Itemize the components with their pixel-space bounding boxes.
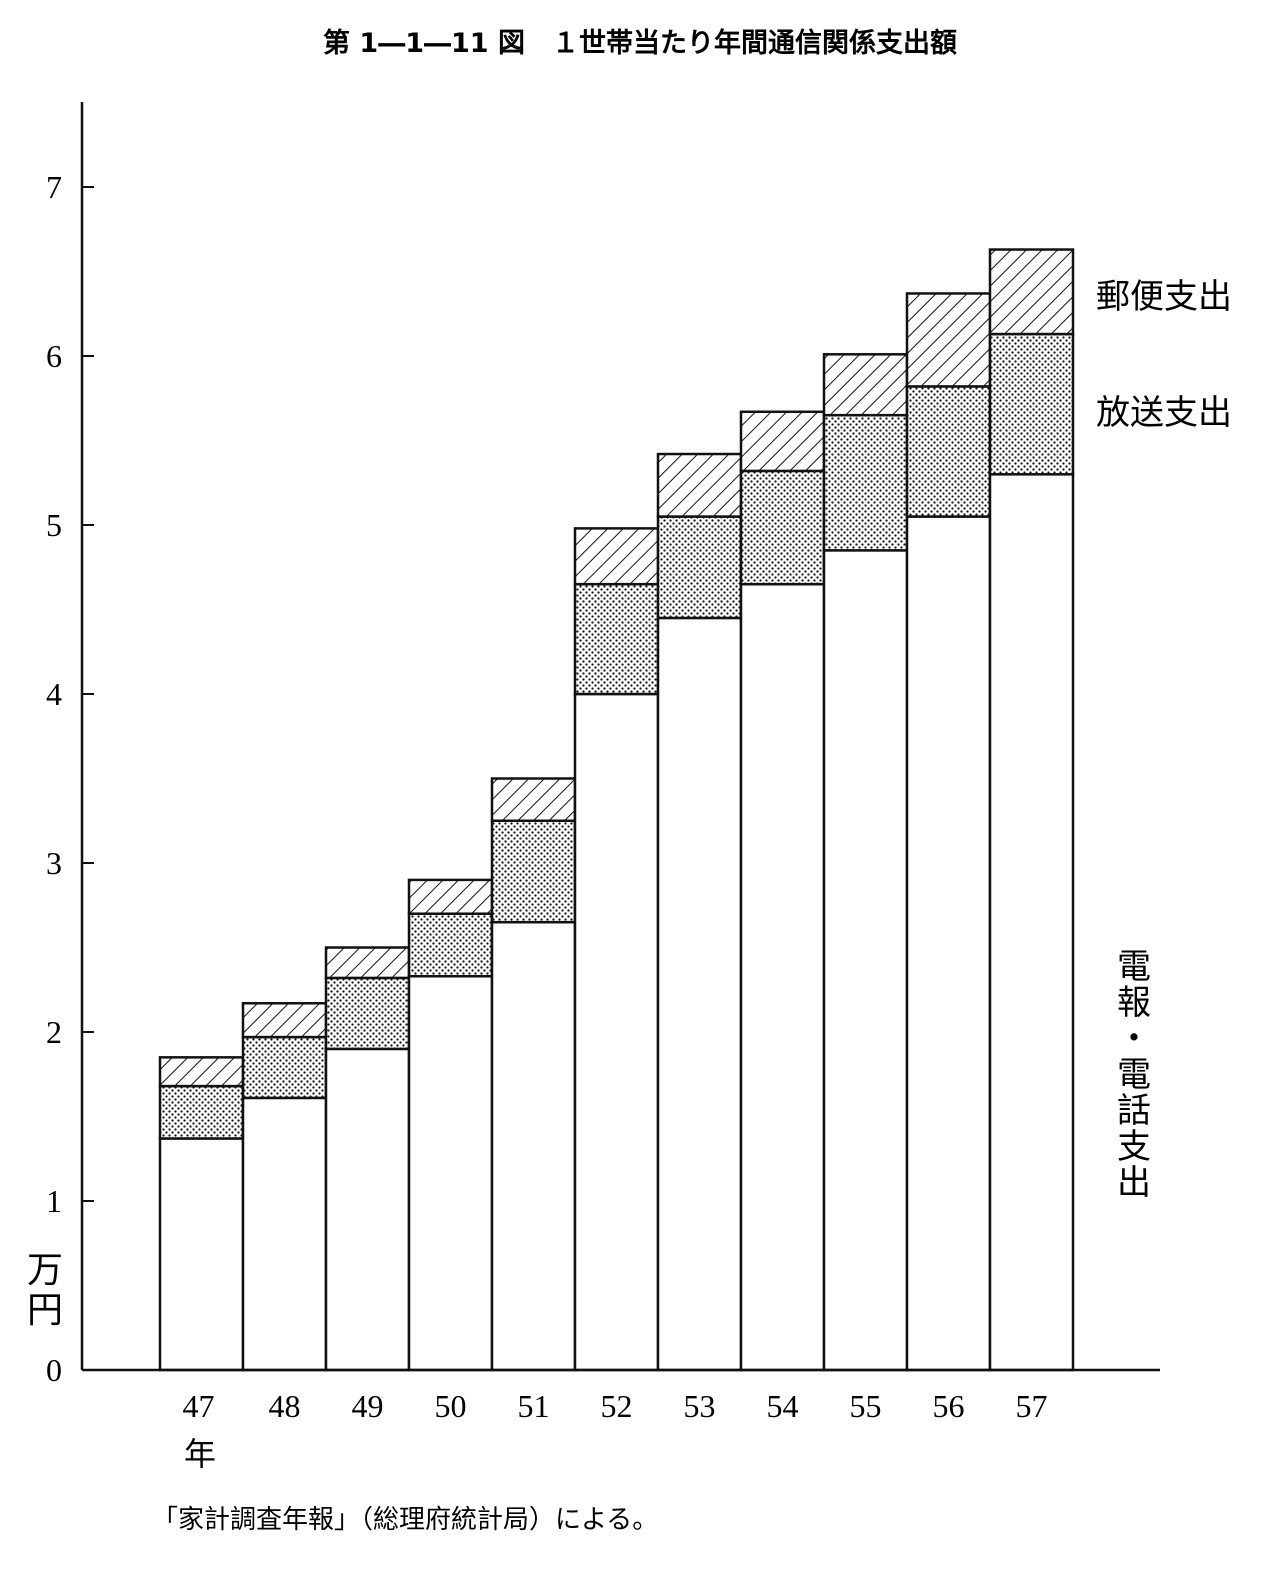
y-unit-label: 万 円 (27, 1250, 63, 1331)
y-tick-label: 0 (46, 1352, 62, 1388)
bar-segment-telecom (573, 692, 660, 1372)
bar-segment-broadcast (158, 1084, 245, 1140)
legend-postal: 郵便支出 (1096, 277, 1232, 317)
y-unit-char: 円 (27, 1290, 63, 1331)
y-tick-label: 1 (46, 1183, 62, 1219)
bar-segment-telecom (158, 1137, 245, 1372)
y-tick-label: 5 (46, 507, 62, 543)
bar-segment-telecom (988, 473, 1075, 1372)
bar-segment-postal (407, 878, 494, 915)
bar-segment-broadcast (573, 582, 660, 696)
legend-telecom-char: 支 (1117, 1127, 1151, 1167)
bar-segment-postal (324, 946, 411, 980)
x-tick-label: 55 (850, 1388, 882, 1424)
bar-stack (490, 777, 577, 1372)
bar-segment-postal (988, 248, 1075, 336)
y-tick-label: 3 (46, 845, 62, 881)
bar-segment-postal (158, 1056, 245, 1088)
bar-segment-postal (905, 292, 992, 388)
legend-telecom-char: 話 (1117, 1091, 1151, 1131)
y-tick-label: 2 (46, 1014, 62, 1050)
bar-segment-postal (656, 452, 743, 518)
bar-stack (241, 1002, 328, 1372)
y-tick-label: 6 (46, 338, 62, 374)
bar-segment-postal (739, 410, 826, 473)
x-tick-label: 57 (1016, 1388, 1048, 1424)
bars (158, 248, 1075, 1372)
x-tick-label: 47 (183, 1388, 215, 1424)
bar-segment-telecom (656, 616, 743, 1372)
x-tick-label: 48 (269, 1388, 301, 1424)
x-tick-label: 54 (767, 1388, 799, 1424)
x-tick-label: 50 (435, 1388, 467, 1424)
x-tick-label: 49 (352, 1388, 384, 1424)
x-tick-label: 53 (684, 1388, 716, 1424)
y-axis: 0 1 2 3 4 5 6 7 (46, 102, 94, 1388)
x-axis: 47 48 49 50 51 52 53 54 55 56 57 (82, 1368, 1160, 1424)
bar-segment-broadcast (490, 819, 577, 924)
x-tick-label: 52 (601, 1388, 633, 1424)
chart-title: 第 1―1―11 図 １世帯当たり年間通信関係支出額 (323, 27, 957, 59)
bar-segment-telecom (739, 582, 826, 1372)
y-unit-char: 万 (27, 1250, 63, 1291)
legend-telecom-char: 出 (1117, 1163, 1151, 1203)
bar-stack (573, 527, 660, 1372)
legend-telecom-char: 電 (1117, 947, 1151, 987)
bar-segment-telecom (822, 549, 909, 1372)
bar-segment-broadcast (241, 1035, 328, 1100)
bar-stack (905, 292, 992, 1372)
bar-segment-telecom (905, 515, 992, 1372)
bar-segment-broadcast (988, 332, 1075, 476)
bar-segment-broadcast (822, 413, 909, 552)
bar-segment-telecom (241, 1096, 328, 1372)
bar-segment-broadcast (324, 976, 411, 1051)
bar-stack (656, 452, 743, 1372)
bar-stack (988, 248, 1075, 1372)
bar-stack (822, 353, 909, 1372)
x-tick-label: 51 (518, 1388, 550, 1424)
bar-segment-postal (822, 353, 909, 417)
legend-telecom-char: 電 (1117, 1055, 1151, 1095)
legend-broadcast: 放送支出 (1096, 393, 1232, 433)
bar-stack (407, 878, 494, 1372)
bar-segment-telecom (407, 974, 494, 1372)
bar-stack (739, 410, 826, 1372)
x-tick-label: 56 (933, 1388, 965, 1424)
bar-segment-postal (573, 527, 660, 586)
bar-stack (324, 946, 411, 1372)
bar-segment-broadcast (407, 912, 494, 978)
bar-segment-telecom (490, 920, 577, 1372)
y-tick-label: 7 (46, 169, 62, 205)
legend-telecom-char: 報 (1117, 983, 1151, 1023)
legend-telecom-char: ・ (1117, 1019, 1151, 1059)
bar-segment-telecom (324, 1047, 411, 1372)
bar-segment-broadcast (739, 469, 826, 586)
bar-segment-broadcast (656, 515, 743, 620)
y-tick-label: 4 (46, 676, 62, 712)
bar-segment-postal (241, 1002, 328, 1039)
bar-stack (158, 1056, 245, 1372)
bar-segment-postal (490, 777, 577, 822)
source-note: 「家計調査年報」（総理府統計局）による。 (152, 1505, 658, 1535)
x-unit-label: 年 (184, 1436, 216, 1472)
bar-segment-broadcast (905, 385, 992, 518)
